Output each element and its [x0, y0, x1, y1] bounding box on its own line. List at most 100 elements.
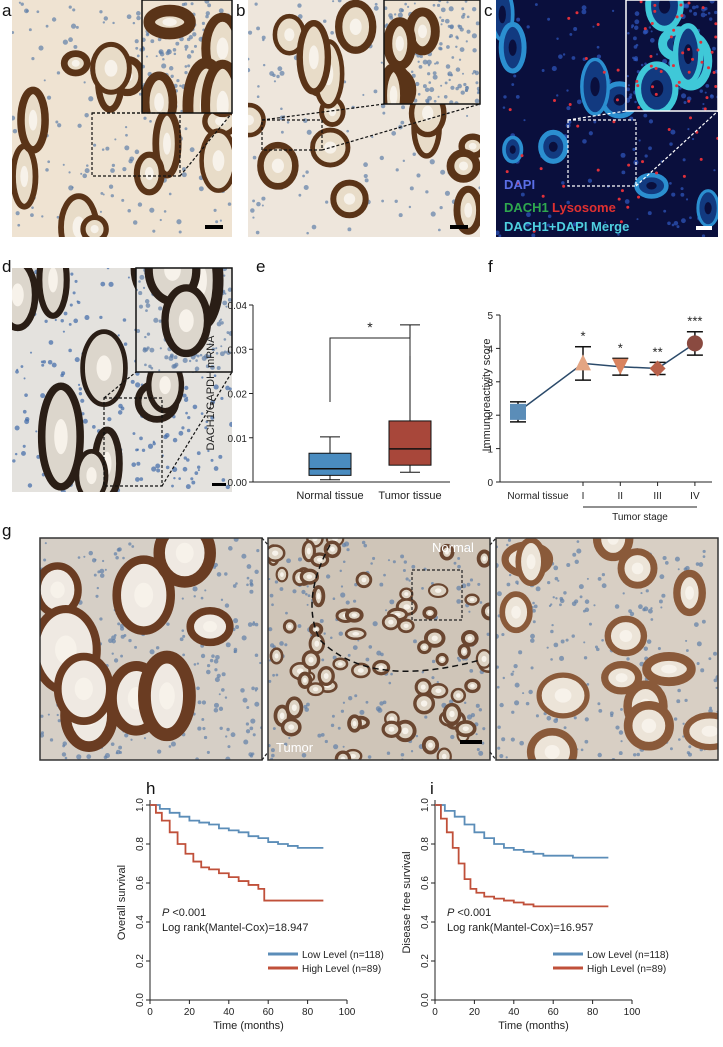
nucleus: [439, 16, 442, 19]
nucleus: [596, 54, 602, 59]
nucleus: [148, 364, 152, 369]
nucleus: [214, 668, 218, 672]
nucleus: [400, 554, 405, 559]
zoom-line: [321, 103, 481, 151]
nucleus: [219, 219, 222, 222]
nucleus: [433, 99, 437, 103]
nucleus: [601, 573, 606, 577]
nucleus: [227, 202, 232, 206]
nucleus: [503, 95, 507, 99]
zoom-line: [261, 537, 269, 546]
nucleus: [255, 230, 260, 235]
nucleus: [626, 75, 629, 78]
nucleus: [684, 3, 690, 9]
nucleus: [626, 97, 631, 103]
nucleus: [661, 593, 666, 598]
nucleus: [292, 589, 297, 594]
signal: [562, 184, 566, 188]
nucleus: [444, 18, 450, 24]
nucleus: [21, 450, 26, 456]
nucleus: [186, 428, 191, 433]
nucleus: [572, 552, 577, 557]
nucleus: [280, 130, 284, 134]
panel-label: f: [488, 257, 493, 276]
nucleus: [40, 733, 45, 738]
nucleus: [48, 340, 54, 345]
panel-label: h: [146, 779, 155, 798]
lumen: [462, 649, 466, 654]
nucleus: [497, 725, 501, 729]
nucleus: [56, 71, 61, 75]
signal: [716, 136, 718, 140]
nucleus: [27, 483, 33, 488]
nucleus: [474, 98, 480, 104]
nucleus: [620, 708, 623, 711]
nucleus: [456, 585, 462, 591]
nucleus: [73, 318, 79, 324]
nucleus: [479, 601, 483, 604]
micrograph: [268, 538, 490, 760]
nucleus: [427, 72, 431, 76]
nucleus: [134, 39, 139, 44]
nucleus: [347, 653, 351, 657]
nucleus: [173, 476, 176, 480]
nucleus: [246, 583, 249, 587]
nucleus: [397, 12, 403, 18]
nucleus: [276, 74, 280, 79]
nucleus: [211, 347, 216, 352]
survival-curve: [435, 804, 609, 859]
nucleus: [101, 148, 105, 151]
nucleus: [194, 366, 200, 372]
nucleus: [714, 10, 718, 15]
nucleus: [713, 169, 716, 172]
nucleus: [245, 722, 250, 726]
y-tick-label: 2: [487, 411, 493, 422]
nucleus: [643, 646, 649, 651]
nucleus: [168, 66, 174, 71]
nucleus: [680, 93, 687, 99]
signal: [643, 27, 647, 31]
nucleus: [459, 47, 465, 52]
nucleus: [241, 635, 247, 641]
lumen: [274, 653, 279, 659]
signal: [701, 6, 705, 10]
nucleus: [554, 576, 559, 581]
nucleus: [187, 415, 191, 420]
nucleus: [532, 608, 536, 613]
nucleus: [131, 462, 137, 467]
nucleus: [340, 585, 344, 588]
nucleus: [111, 639, 116, 644]
nucleus: [225, 735, 228, 738]
nucleus: [302, 118, 308, 124]
nucleus: [382, 700, 387, 705]
nucleus: [286, 121, 290, 124]
lumen: [74, 677, 93, 701]
nucleus: [241, 553, 247, 559]
nucleus: [496, 591, 502, 597]
nucleus: [431, 676, 435, 680]
nucleus: [149, 207, 155, 213]
panel-label: b: [236, 1, 245, 20]
nucleus: [403, 560, 408, 564]
signal: [539, 167, 543, 171]
y-tick-label: 1.0: [420, 798, 431, 812]
nucleus: [181, 172, 187, 178]
signal: [659, 70, 663, 74]
nucleus: [179, 84, 182, 88]
nucleus: [671, 192, 676, 197]
nucleus: [708, 657, 712, 661]
nucleus: [574, 559, 579, 564]
lumen: [469, 597, 475, 602]
lumen: [350, 753, 356, 759]
nucleus: [304, 707, 309, 712]
nucleus: [256, 549, 260, 553]
nucleus: [372, 621, 378, 627]
panel-label: g: [2, 521, 11, 540]
nucleus: [461, 7, 465, 11]
nucleus: [200, 596, 204, 600]
nucleus: [93, 143, 97, 147]
nucleus: [64, 756, 68, 760]
nucleus: [126, 14, 132, 20]
nucleus: [373, 89, 378, 94]
p-symbol: P: [447, 907, 455, 919]
